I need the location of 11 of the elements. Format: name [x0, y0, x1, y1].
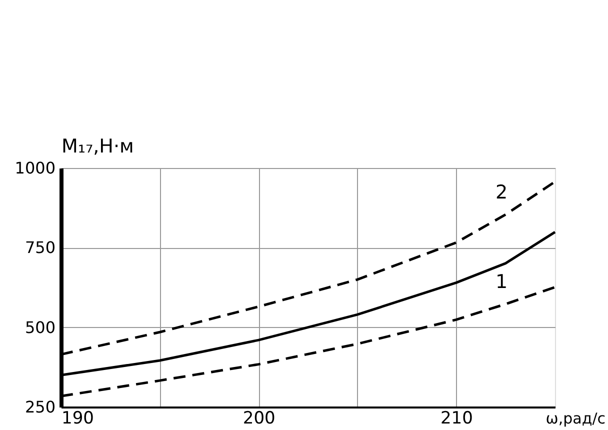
y-tick-label: 250	[24, 398, 56, 416]
x-axis-title: ω,рад/с	[546, 410, 606, 428]
x-tick-label: 200	[242, 408, 276, 428]
y-tick-label: 500	[24, 318, 56, 337]
y-tick-label: 750	[24, 238, 56, 258]
y-axis-title: M₁₇,Н·м	[62, 136, 134, 158]
y-tick-label: 1000	[14, 158, 56, 178]
series-label: 1	[496, 271, 508, 294]
x-tick-label: 210	[440, 408, 473, 428]
x-tick-label: 190	[62, 408, 94, 428]
series-label: 2	[496, 182, 508, 204]
